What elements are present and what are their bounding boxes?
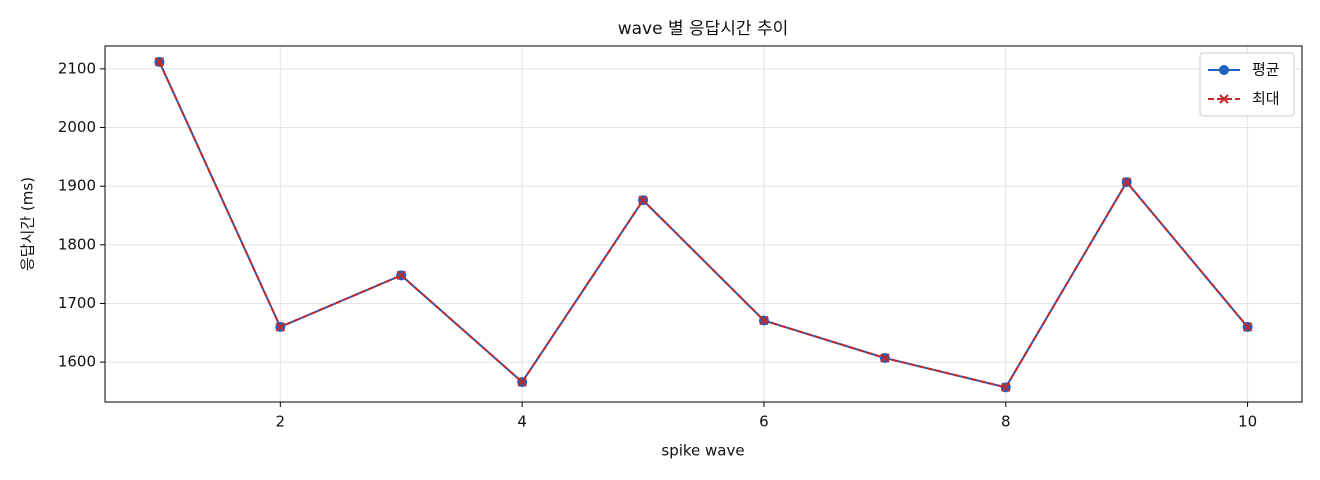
y-tick-label: 2000 — [58, 118, 96, 136]
marker-stroke — [1219, 94, 1229, 104]
marker — [759, 315, 769, 326]
marker — [1001, 382, 1011, 393]
legend-item: 평균 — [1208, 61, 1280, 79]
legend-label: 평균 — [1252, 61, 1280, 79]
marker-stroke — [396, 270, 406, 281]
y-tick-label: 1900 — [58, 177, 96, 195]
plot-frame — [104, 45, 1303, 403]
y-tick-label: 1600 — [58, 353, 96, 371]
marker — [517, 377, 527, 387]
marker — [275, 322, 286, 332]
marker — [396, 270, 406, 281]
y-axis-label: 응답시간 (ms) — [19, 177, 37, 271]
x-tick-label: 8 — [1001, 413, 1011, 431]
legend-item: 최대 — [1208, 90, 1280, 108]
marker-stroke — [1001, 382, 1011, 393]
y-tick-label: 1700 — [58, 294, 96, 312]
y-tick-label: 1800 — [58, 235, 96, 253]
marker-stroke — [275, 322, 286, 332]
marker — [1242, 322, 1253, 332]
legend-label: 최대 — [1252, 90, 1280, 108]
marker — [880, 353, 890, 363]
x-tick-label: 6 — [759, 413, 769, 431]
marker-stroke — [1121, 177, 1132, 187]
series-line — [158, 61, 1249, 389]
x-tick-label: 10 — [1238, 413, 1257, 431]
marker — [1219, 94, 1229, 104]
legend-box — [1199, 52, 1295, 117]
x-tick-label: 2 — [276, 413, 286, 431]
x-tick-label: 4 — [517, 413, 527, 431]
marker-stroke — [880, 353, 890, 363]
marker — [154, 57, 165, 67]
series-line — [158, 61, 1249, 389]
marker — [638, 195, 648, 205]
marker-stroke — [638, 195, 648, 205]
marker — [1219, 65, 1229, 75]
y-tick-label: 2100 — [58, 59, 96, 77]
x-axis-label: spike wave — [661, 442, 744, 460]
chart-title: wave 별 응답시간 추이 — [618, 19, 789, 39]
marker-stroke — [517, 377, 527, 387]
marker-stroke — [759, 315, 769, 326]
marker-stroke — [1242, 322, 1253, 332]
marker — [1121, 177, 1132, 187]
marker-stroke — [154, 57, 165, 67]
